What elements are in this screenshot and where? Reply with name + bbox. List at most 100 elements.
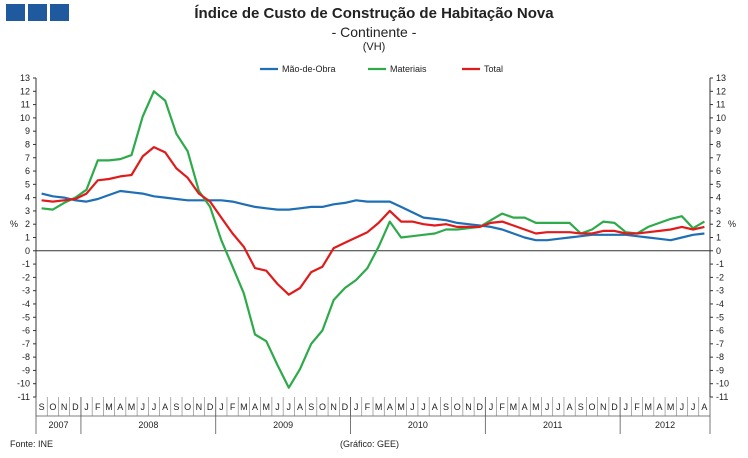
y-tick-label-right: 2 bbox=[716, 219, 721, 229]
x-tick-label: F bbox=[230, 402, 236, 412]
y-tick-label-left: -8 bbox=[22, 352, 30, 362]
x-tick-label: J bbox=[680, 402, 685, 412]
x-tick-label: J bbox=[140, 402, 145, 412]
y-tick-label-right: 10 bbox=[716, 113, 726, 123]
y-tick-label-left: 12 bbox=[20, 86, 30, 96]
x-tick-label: N bbox=[196, 402, 203, 412]
y-tick-label-left: -1 bbox=[22, 259, 30, 269]
x-tick-label: D bbox=[342, 402, 349, 412]
x-tick-label: A bbox=[387, 402, 393, 412]
y-tick-label-right: -8 bbox=[716, 352, 724, 362]
x-tick-label: M bbox=[397, 402, 405, 412]
y-tick-label-right: 11 bbox=[716, 100, 725, 110]
y-tick-label-left: 10 bbox=[20, 113, 30, 123]
chart-title: Índice de Custo de Construção de Habitaç… bbox=[194, 5, 554, 22]
y-tick-label-left: -4 bbox=[22, 299, 30, 309]
x-tick-label: A bbox=[522, 402, 528, 412]
chart-unit: (VH) bbox=[362, 41, 386, 53]
year-label: 2008 bbox=[138, 420, 158, 430]
x-tick-label: A bbox=[701, 402, 707, 412]
x-tick-label: J bbox=[354, 402, 359, 412]
x-tick-label: S bbox=[443, 402, 449, 412]
y-tick-label-left: 6 bbox=[25, 166, 30, 176]
y-tick-label-left: 0 bbox=[25, 246, 30, 256]
y-tick-label-right: 12 bbox=[716, 86, 726, 96]
x-tick-label: F bbox=[365, 402, 371, 412]
y-tick-label-left: 4 bbox=[25, 193, 30, 203]
x-tick-label: A bbox=[567, 402, 573, 412]
y-tick-label-right: 13 bbox=[716, 73, 726, 83]
x-tick-label: O bbox=[184, 402, 191, 412]
x-tick-label: J bbox=[691, 402, 696, 412]
y-tick-label-left: 9 bbox=[25, 126, 30, 136]
y-tick-label-right: 6 bbox=[716, 166, 721, 176]
x-tick-label: O bbox=[454, 402, 461, 412]
y-tick-label-left: -6 bbox=[22, 326, 30, 336]
x-tick-label: A bbox=[432, 402, 438, 412]
x-tick-label: J bbox=[152, 402, 157, 412]
y-tick-label-right: 1 bbox=[716, 233, 721, 243]
legend-label: Mão-de-Obra bbox=[282, 64, 336, 74]
x-tick-label: N bbox=[61, 402, 68, 412]
x-tick-label: A bbox=[252, 402, 258, 412]
x-tick-label: J bbox=[84, 402, 89, 412]
year-label: 2007 bbox=[48, 420, 68, 430]
y-tick-label-right: 5 bbox=[716, 179, 721, 189]
year-label: 2012 bbox=[655, 420, 675, 430]
x-tick-label: O bbox=[49, 402, 56, 412]
x-tick-label: D bbox=[207, 402, 214, 412]
x-tick-label: D bbox=[476, 402, 483, 412]
x-tick-label: M bbox=[240, 402, 248, 412]
y-tick-label-right: -1 bbox=[716, 259, 724, 269]
y-axis-label-right: % bbox=[728, 219, 736, 229]
x-tick-label: F bbox=[634, 402, 640, 412]
y-tick-label-left: 1 bbox=[25, 233, 30, 243]
chart-subtitle: - Continente - bbox=[331, 24, 417, 40]
x-tick-label: M bbox=[644, 402, 652, 412]
y-tick-label-right: -7 bbox=[716, 339, 724, 349]
logo-block bbox=[28, 4, 47, 21]
x-tick-label: A bbox=[162, 402, 168, 412]
y-tick-label-left: -7 bbox=[22, 339, 30, 349]
y-tick-label-right: -6 bbox=[716, 326, 724, 336]
y-tick-label-right: 8 bbox=[716, 139, 721, 149]
y-tick-label-left: -10 bbox=[17, 379, 30, 389]
y-tick-label-left: -3 bbox=[22, 286, 30, 296]
year-label: 2011 bbox=[543, 420, 562, 430]
x-tick-label: M bbox=[667, 402, 675, 412]
y-tick-label-left: -2 bbox=[22, 272, 30, 282]
y-tick-label-left: 3 bbox=[25, 206, 30, 216]
x-tick-label: S bbox=[39, 402, 45, 412]
x-tick-label: J bbox=[489, 402, 494, 412]
y-tick-label-right: -11 bbox=[716, 392, 728, 402]
source-note: Fonte: INE bbox=[10, 439, 54, 449]
x-tick-label: A bbox=[656, 402, 662, 412]
x-tick-label: N bbox=[600, 402, 607, 412]
x-tick-label: J bbox=[219, 402, 224, 412]
y-tick-label-right: 4 bbox=[716, 193, 721, 203]
y-tick-label-left: -9 bbox=[22, 365, 30, 375]
x-tick-label: A bbox=[297, 402, 303, 412]
x-tick-label: J bbox=[421, 402, 426, 412]
logo bbox=[6, 4, 69, 21]
y-tick-label-right: -10 bbox=[716, 379, 729, 389]
y-tick-label-left: 11 bbox=[21, 100, 30, 110]
x-tick-label: M bbox=[128, 402, 136, 412]
x-tick-label: N bbox=[465, 402, 472, 412]
x-tick-label: J bbox=[275, 402, 280, 412]
y-tick-label-right: 3 bbox=[716, 206, 721, 216]
y-tick-label-left: 2 bbox=[25, 219, 30, 229]
y-tick-label-left: -5 bbox=[22, 312, 30, 322]
x-tick-label: D bbox=[72, 402, 79, 412]
x-tick-label: S bbox=[173, 402, 179, 412]
credit-note: (Gráfico: GEE) bbox=[340, 439, 400, 449]
y-tick-label-right: -4 bbox=[716, 299, 724, 309]
y-tick-label-right: 9 bbox=[716, 126, 721, 136]
y-tick-label-right: 7 bbox=[716, 153, 721, 163]
x-tick-label: S bbox=[578, 402, 584, 412]
y-tick-label-left: 8 bbox=[25, 139, 30, 149]
y-tick-label-right: -2 bbox=[716, 272, 724, 282]
y-tick-label-left: 7 bbox=[25, 153, 30, 163]
y-tick-label-left: 5 bbox=[25, 179, 30, 189]
legend-label: Materiais bbox=[390, 64, 427, 74]
